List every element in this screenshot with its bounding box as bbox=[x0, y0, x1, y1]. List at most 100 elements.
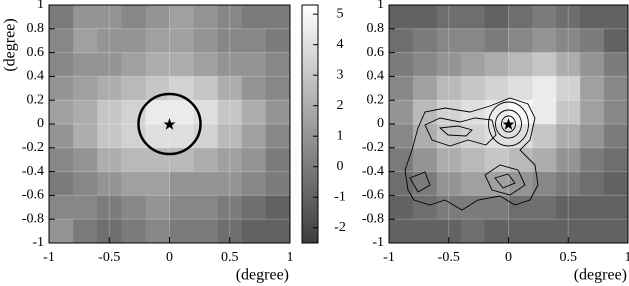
heat-cell bbox=[580, 219, 605, 243]
x-tick-label: 0.5 bbox=[221, 250, 239, 265]
colorbar-step bbox=[302, 241, 318, 244]
heat-cell bbox=[169, 28, 195, 54]
heat-cell bbox=[193, 28, 219, 54]
y-tick-label: -1 bbox=[32, 235, 44, 250]
colorbar-step bbox=[302, 115, 318, 118]
colorbar-step bbox=[302, 33, 318, 36]
heat-cell bbox=[484, 52, 509, 77]
colorbar-step bbox=[302, 137, 318, 140]
heat-cell bbox=[556, 76, 581, 101]
heat-cell bbox=[73, 100, 98, 125]
heat-cell bbox=[436, 219, 462, 243]
heat-cell bbox=[265, 124, 290, 149]
heat-cell bbox=[145, 5, 170, 30]
heat-cell bbox=[556, 124, 581, 149]
colorbar-step bbox=[302, 95, 318, 98]
y-tick-label: -0.6 bbox=[22, 188, 44, 203]
y-tick-label: 1 bbox=[377, 0, 384, 12]
heat-cell bbox=[484, 147, 509, 173]
colorbar-step bbox=[302, 139, 318, 142]
colorbar-step bbox=[302, 127, 318, 130]
colorbar-tick-label: 0 bbox=[337, 159, 344, 174]
colorbar-step bbox=[302, 125, 318, 128]
heat-cell bbox=[73, 124, 98, 149]
colorbar-step bbox=[302, 145, 318, 148]
colorbar-step bbox=[302, 207, 318, 210]
heat-cell bbox=[556, 5, 581, 30]
heat-cell bbox=[556, 28, 581, 54]
heat-cell bbox=[169, 124, 195, 149]
heat-cell bbox=[460, 171, 486, 196]
heat-cell bbox=[73, 76, 98, 101]
colorbar-step bbox=[302, 91, 318, 94]
heat-cell bbox=[145, 124, 170, 149]
star bbox=[163, 118, 176, 130]
heat-cell bbox=[265, 28, 290, 54]
heat-cell bbox=[436, 171, 462, 196]
heat-cell bbox=[556, 171, 581, 196]
heat-cell bbox=[604, 5, 628, 30]
heat-cell bbox=[193, 171, 219, 196]
colorbar-tick-label: 5 bbox=[337, 6, 344, 21]
heat-cell bbox=[604, 52, 628, 77]
x-axis-label: (degree) bbox=[574, 267, 627, 284]
heat-cell bbox=[217, 195, 243, 220]
heat-cell bbox=[604, 219, 628, 243]
heat-cell bbox=[169, 219, 195, 243]
heat-cell bbox=[241, 147, 267, 173]
heat-cell bbox=[604, 76, 628, 101]
colorbar-step bbox=[302, 31, 318, 34]
heat-cell bbox=[121, 100, 146, 125]
colorbar: -2 -1 0 1 2 3 4 5 bbox=[301, 4, 346, 244]
heat-cell bbox=[389, 124, 414, 149]
colorbar-step bbox=[302, 131, 318, 134]
colorbar-step bbox=[302, 25, 318, 28]
heat-cell bbox=[97, 28, 122, 54]
heat-cell bbox=[265, 219, 290, 243]
psf-circle bbox=[137, 92, 202, 156]
y-axis-label: (degree) bbox=[2, 18, 19, 71]
colorbar-step bbox=[302, 171, 318, 174]
colorbar-step bbox=[302, 77, 318, 80]
colorbar-step bbox=[302, 65, 318, 68]
heat-cell bbox=[241, 124, 267, 149]
heat-cell bbox=[97, 76, 122, 101]
colorbar-step bbox=[302, 155, 318, 158]
star bbox=[502, 118, 515, 130]
heat-cell bbox=[556, 195, 581, 220]
heat-cell bbox=[145, 195, 170, 220]
colorbar-step bbox=[302, 93, 318, 96]
heat-cell bbox=[121, 171, 146, 196]
heat-cell bbox=[97, 100, 122, 125]
y-tick-label: 0.2 bbox=[367, 92, 385, 107]
heat-cell bbox=[556, 147, 581, 173]
heat-cell bbox=[241, 28, 267, 54]
colorbar-step bbox=[302, 53, 318, 56]
heat-cell bbox=[580, 147, 605, 173]
heat-cell bbox=[412, 52, 438, 77]
colorbar-step bbox=[302, 187, 318, 190]
heat-cell bbox=[97, 219, 122, 243]
heat-cell bbox=[97, 171, 122, 196]
heat-cell bbox=[389, 28, 414, 54]
heat-cell bbox=[121, 195, 146, 220]
heat-cell bbox=[604, 195, 628, 220]
heat-cell bbox=[217, 76, 243, 101]
heat-cell bbox=[508, 76, 533, 101]
heat-cell bbox=[121, 5, 146, 30]
colorbar-step bbox=[302, 123, 318, 126]
colorbar-step bbox=[302, 149, 318, 152]
colorbar-step bbox=[302, 59, 318, 62]
heat-cell bbox=[49, 52, 74, 77]
heat-cell bbox=[580, 28, 605, 54]
heat-cell bbox=[241, 100, 267, 125]
heat-cell bbox=[532, 28, 557, 54]
heat-cell bbox=[412, 219, 438, 243]
colorbar-step bbox=[302, 35, 318, 38]
heat-cell bbox=[97, 124, 122, 149]
y-tick-label: -0.2 bbox=[362, 140, 384, 155]
heat-cell bbox=[265, 100, 290, 125]
y-tick-label: 0.4 bbox=[27, 69, 45, 84]
colorbar-step bbox=[302, 197, 318, 200]
